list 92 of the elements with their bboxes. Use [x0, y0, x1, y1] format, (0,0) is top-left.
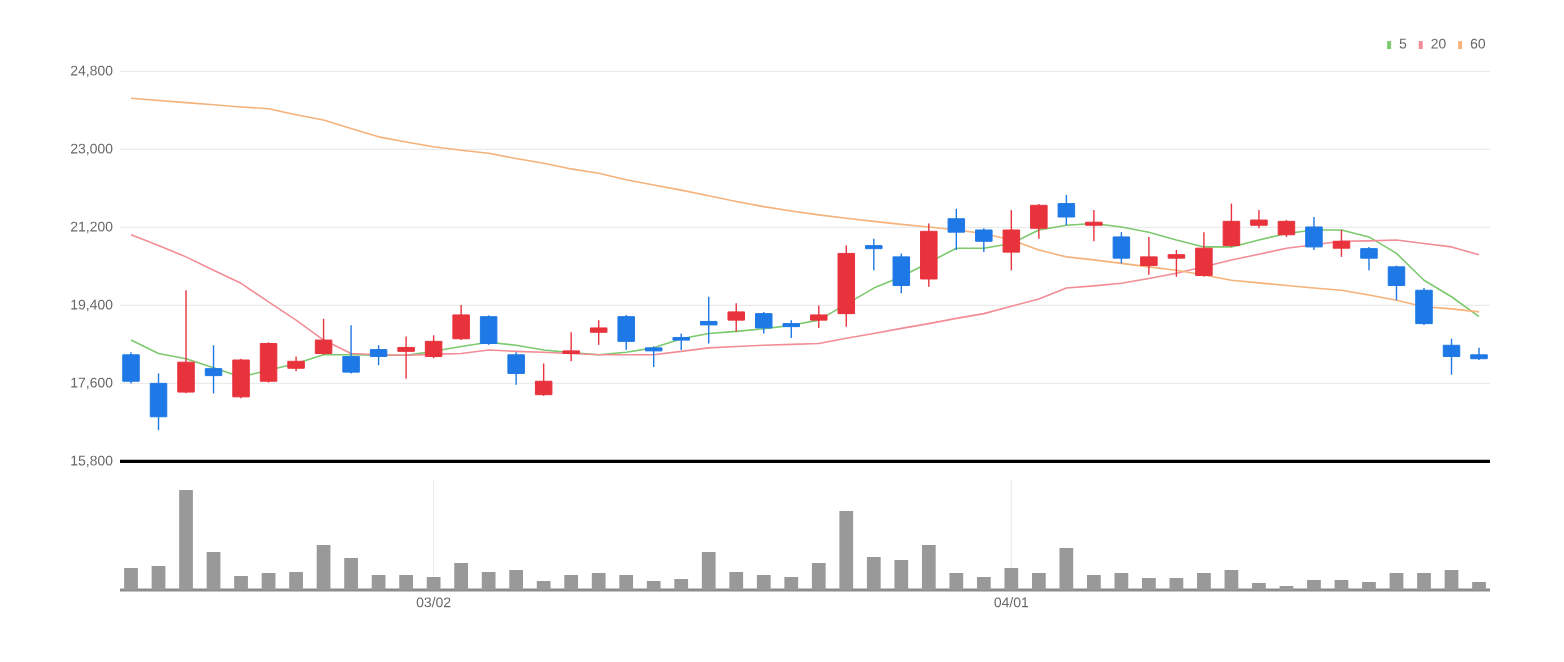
candlestick: [1057, 194, 1076, 226]
candlestick: [1112, 231, 1131, 265]
bar: [1031, 573, 1046, 590]
bar: [206, 552, 221, 590]
bar: [839, 511, 854, 590]
bar: [701, 552, 716, 590]
candlestick: [534, 362, 553, 397]
candlestick: [507, 351, 525, 386]
candlestick: [232, 358, 250, 399]
candlestick: [204, 344, 223, 395]
candlestick: [149, 372, 168, 431]
candlestick: [479, 314, 498, 346]
candlestick: [452, 304, 470, 341]
bar: [509, 570, 524, 590]
candlestick: [754, 311, 773, 335]
bar: [234, 576, 248, 590]
bar: [811, 563, 826, 590]
bar: [536, 581, 551, 590]
bar: [426, 577, 441, 590]
bar: [1362, 582, 1376, 590]
candlestick: [1140, 236, 1158, 276]
candlestick: [699, 296, 718, 345]
bar: [564, 575, 579, 590]
bar: [1059, 548, 1074, 590]
candlestick: [617, 314, 635, 351]
bar: [646, 581, 661, 590]
candlestick: [424, 334, 443, 359]
bar: [674, 579, 689, 590]
candlestick: [122, 351, 140, 385]
candlestick: [920, 222, 938, 288]
bar: [784, 577, 799, 590]
bar: [1169, 578, 1184, 590]
bar: [1417, 573, 1431, 590]
bar: [591, 573, 606, 590]
bar: [729, 572, 744, 590]
candlestick: [865, 237, 883, 271]
candlestick: [342, 324, 360, 375]
candlestick: [1195, 231, 1213, 278]
bar: [1004, 568, 1019, 590]
bar: [921, 545, 936, 590]
bar: [399, 575, 413, 590]
bar: [894, 560, 909, 590]
bar: [124, 568, 138, 590]
bar: [949, 573, 964, 590]
candlestick: [810, 304, 828, 329]
candlestick: [1002, 209, 1021, 271]
candlestick: [1250, 209, 1268, 229]
candlestick: [259, 341, 278, 384]
bar: [1197, 573, 1211, 590]
candlestick: [975, 227, 993, 253]
bar: [1224, 570, 1239, 590]
bar: [481, 572, 496, 590]
candlestick: [562, 331, 580, 362]
bar: [179, 490, 193, 590]
candlestick: [1415, 287, 1433, 326]
candlestick: [1030, 203, 1048, 240]
candlestick: [1085, 209, 1103, 242]
bar: [454, 563, 469, 590]
bar: [1389, 573, 1404, 590]
bar: [1142, 578, 1156, 590]
bar: [289, 572, 303, 590]
candlestick: [369, 344, 388, 366]
bar: [1334, 580, 1349, 590]
candlestick: [1332, 229, 1351, 258]
bar: [261, 573, 276, 590]
candlestick: [314, 318, 333, 356]
candlestick: [1387, 264, 1406, 301]
bar: [756, 575, 771, 590]
candlestick: [1167, 249, 1186, 278]
bar: [1114, 573, 1129, 590]
candlestick: [1442, 338, 1461, 376]
bar: [316, 545, 331, 590]
candlestick: [892, 252, 911, 294]
candlestick: [397, 335, 415, 380]
candlestick: [177, 289, 195, 395]
candlestick: [947, 208, 966, 251]
bar: [151, 566, 166, 590]
bar: [619, 575, 634, 590]
bar: [1086, 575, 1101, 590]
bar: [1444, 570, 1459, 590]
bar: [371, 575, 386, 590]
bar: [866, 557, 881, 590]
bar: [1252, 583, 1266, 590]
candlestick: [1360, 246, 1378, 271]
bar: [976, 577, 991, 590]
candlestick: [1222, 202, 1241, 248]
bar: [1307, 580, 1321, 590]
candlestick: [727, 302, 745, 333]
bar: [1472, 582, 1486, 590]
bar: [344, 558, 358, 590]
candlestick: [589, 319, 608, 346]
candlestick: [1305, 216, 1323, 251]
